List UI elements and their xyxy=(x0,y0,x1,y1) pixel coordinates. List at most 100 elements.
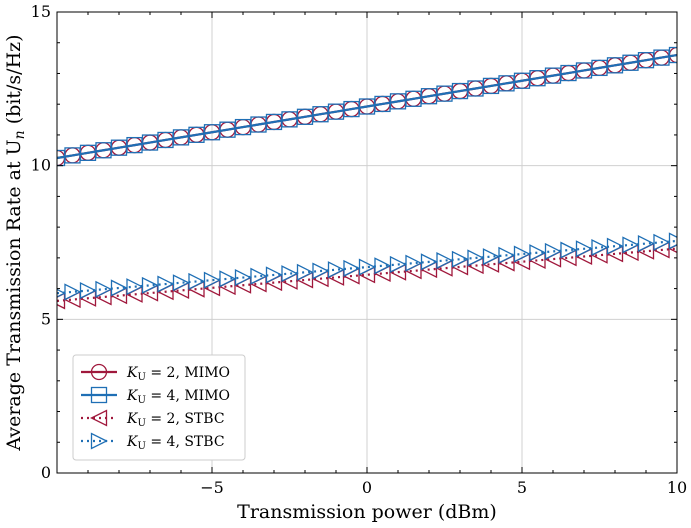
marker-triangle-right xyxy=(312,262,330,280)
marker-circle xyxy=(90,363,108,381)
series-4 xyxy=(57,232,677,301)
y-axis-label-main: Average Transmission Rate at U xyxy=(3,139,25,451)
marker-triangle-left xyxy=(296,271,314,289)
legend-label: KU = 2, STBC xyxy=(126,411,225,429)
marker-triangle-left xyxy=(141,284,159,302)
legend-label-symbol: K xyxy=(126,411,139,427)
marker-triangle-left xyxy=(590,246,608,264)
legend-label: KU = 4, MIMO xyxy=(126,388,230,406)
series-2 xyxy=(57,46,677,167)
marker-triangle-right xyxy=(126,278,144,296)
marker-triangle-right xyxy=(436,252,454,270)
legend-entry: KU = 2, MIMO xyxy=(81,363,230,383)
marker-triangle-left xyxy=(404,262,422,280)
marker-triangle-right xyxy=(606,237,624,255)
legend-label-rest: = 2, STBC xyxy=(146,411,225,427)
legend-label-rest: = 4, MIMO xyxy=(146,388,230,404)
marker-triangle-right xyxy=(327,261,345,279)
marker-triangle-left xyxy=(90,409,108,427)
marker-triangle-right xyxy=(544,242,562,260)
y-axis-label-unit: (bit/s/Hz) xyxy=(3,34,25,130)
marker-square xyxy=(668,46,677,64)
marker-triangle-right xyxy=(265,266,283,284)
x-tick-label: 10 xyxy=(667,478,687,497)
legend-label-rest: = 4, STBC xyxy=(146,434,225,450)
marker-triangle-left xyxy=(435,259,453,277)
series-line xyxy=(57,53,677,160)
legend-label: KU = 4, STBC xyxy=(126,434,225,452)
marker-triangle-right xyxy=(90,432,108,450)
marker-triangle-right xyxy=(343,259,361,277)
legend-entry: KU = 2, STBC xyxy=(81,409,225,429)
legend-entry: KU = 4, MIMO xyxy=(81,386,230,406)
marker-triangle-left xyxy=(637,242,655,260)
y-tick-label: 10 xyxy=(31,156,51,175)
marker-triangle-right xyxy=(296,263,314,281)
series-layer xyxy=(57,46,677,310)
marker-triangle-left xyxy=(249,275,267,293)
marker-triangle-right xyxy=(203,271,221,289)
x-tick-label: 5 xyxy=(517,478,527,497)
marker-triangle-right xyxy=(234,268,252,287)
marker-triangle-right xyxy=(157,275,175,293)
legend-label-symbol: K xyxy=(126,388,139,404)
marker-triangle-right xyxy=(513,245,531,263)
marker-triangle-right xyxy=(560,241,578,259)
marker-triangle-left xyxy=(218,277,236,296)
legend-label-symbol: K xyxy=(126,365,139,381)
y-tick-label: 0 xyxy=(41,463,51,482)
x-tick-label: −5 xyxy=(200,478,224,497)
marker-triangle-right xyxy=(668,232,677,250)
y-axis-label-subscript: n xyxy=(12,130,28,139)
legend-label-subscript: U xyxy=(137,441,145,452)
marker-triangle-left xyxy=(172,281,190,299)
marker-triangle-left xyxy=(559,249,577,267)
legend-label-subscript: U xyxy=(137,418,145,429)
marker-triangle-right xyxy=(250,267,268,285)
legend-label-subscript: U xyxy=(137,372,145,383)
x-axis-label: Transmission power (dBm) xyxy=(237,501,497,523)
x-tick-label: 0 xyxy=(362,478,372,497)
marker-triangle-right xyxy=(405,254,423,272)
marker-triangle-right xyxy=(498,246,516,264)
marker-triangle-right xyxy=(575,240,593,258)
legend-label-subscript: U xyxy=(137,395,145,406)
marker-triangle-right xyxy=(219,270,237,288)
marker-triangle-right xyxy=(141,276,159,294)
marker-triangle-right xyxy=(467,249,485,267)
marker-triangle-right xyxy=(591,238,609,257)
marker-triangle-right xyxy=(420,253,438,271)
series-line xyxy=(57,239,677,295)
marker-triangle-left xyxy=(327,268,345,286)
marker-triangle-left xyxy=(94,288,112,306)
marker-triangle-right xyxy=(172,274,190,292)
marker-triangle-right xyxy=(64,283,82,301)
marker-triangle-left xyxy=(57,292,66,310)
marker-triangle-right xyxy=(281,265,299,283)
y-tick-label: 15 xyxy=(31,2,51,21)
ticks: −5 0 5 10 0 5 10 15 xyxy=(31,2,688,497)
legend-label-rest: = 2, MIMO xyxy=(146,365,230,381)
marker-triangle-right xyxy=(482,248,500,266)
legend-label-symbol: K xyxy=(126,434,139,450)
marker-triangle-right xyxy=(637,235,655,253)
marker-triangle-right xyxy=(79,282,97,300)
marker-triangle-left xyxy=(63,291,81,309)
marker-triangle-right xyxy=(110,279,128,297)
marker-triangle-right xyxy=(622,236,640,254)
marker-triangle-right xyxy=(374,257,392,275)
legend-label: KU = 2, MIMO xyxy=(126,365,230,383)
marker-square xyxy=(90,386,108,404)
y-axis-label: Average Transmission Rate at Un (bit/s/H… xyxy=(3,34,28,451)
marker-triangle-right xyxy=(451,250,469,268)
series-line xyxy=(57,247,677,302)
marker-triangle-right xyxy=(358,258,376,276)
legend-box xyxy=(72,354,246,461)
marker-triangle-right xyxy=(653,233,671,251)
marker-triangle-right xyxy=(389,255,407,274)
marker-triangle-right xyxy=(188,272,206,291)
y-tick-label: 5 xyxy=(41,309,51,328)
legend-entry: KU = 4, STBC xyxy=(81,432,225,452)
